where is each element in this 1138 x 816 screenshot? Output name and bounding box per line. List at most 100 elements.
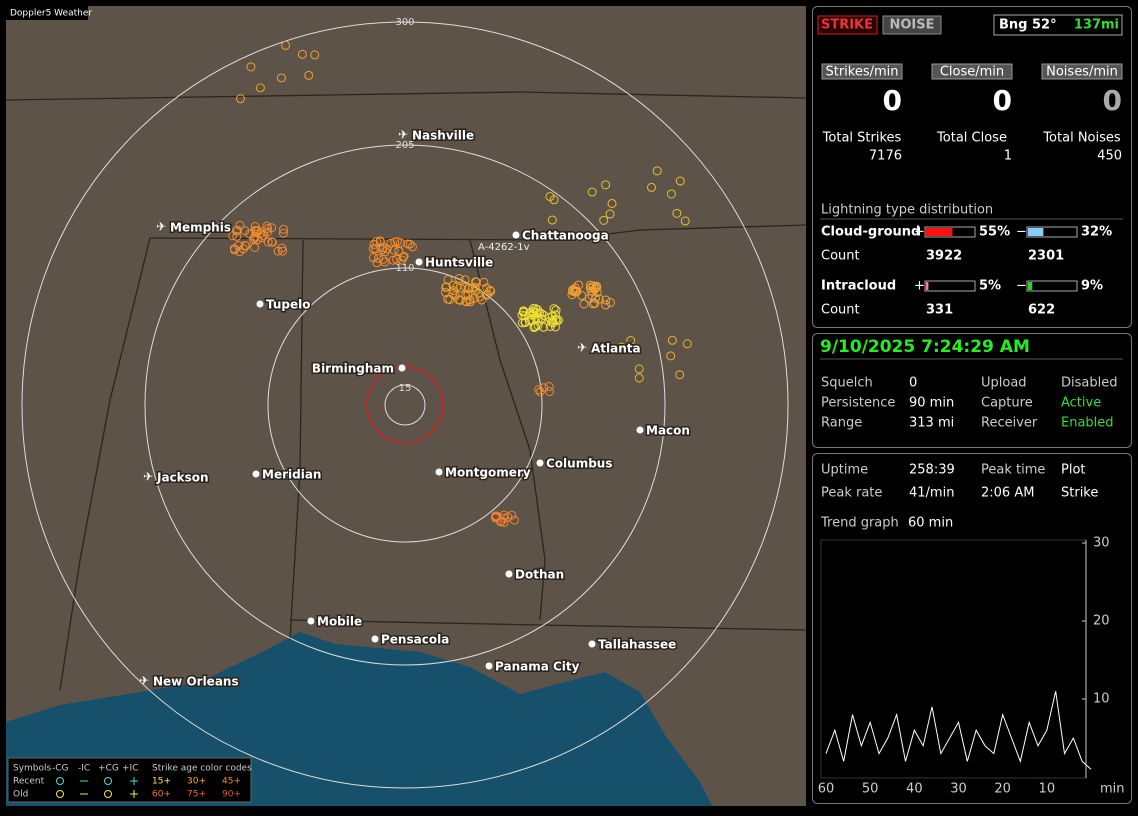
counter-label: Close/min	[940, 65, 1004, 80]
legend-text: Symbols	[13, 764, 52, 774]
stat: Plot	[1061, 463, 1086, 478]
percent-bar	[926, 228, 953, 236]
setting: Disabled	[1061, 376, 1117, 391]
stat: Peak time	[981, 463, 1045, 478]
strike-symbol	[551, 310, 561, 320]
strike-symbol	[259, 230, 269, 240]
strike-symbol	[388, 255, 398, 265]
strike-symbol	[587, 282, 597, 292]
strike-symbol	[535, 387, 545, 397]
strike-symbol	[499, 517, 509, 527]
stat: 258:39	[909, 463, 955, 478]
city-label: Mobile	[317, 615, 362, 629]
city-dot	[307, 617, 315, 625]
strike-symbol	[250, 231, 260, 241]
dist-title: Lightning type distribution	[821, 203, 993, 218]
airport-icon: ✈	[139, 674, 149, 688]
count: 331	[926, 303, 953, 318]
strike-button-label: STRIKE	[821, 18, 873, 33]
city-label: New Orleans	[153, 675, 239, 689]
strike-symbol	[403, 239, 413, 249]
legend-text: +CG	[98, 764, 119, 774]
strike-symbol	[228, 231, 238, 241]
strike-symbol	[267, 237, 277, 247]
city-dot	[588, 640, 596, 648]
strike-symbol	[605, 209, 615, 219]
strike-symbol	[368, 244, 378, 254]
counter-label-box	[1041, 63, 1123, 80]
strike-symbol	[634, 364, 644, 374]
strike-symbol	[263, 237, 273, 247]
counter-label-box	[821, 63, 903, 80]
strike-symbol	[380, 247, 390, 257]
strike-symbol	[539, 311, 549, 321]
strike-symbol	[368, 253, 378, 263]
strike-symbol	[491, 513, 501, 523]
strike-symbol	[531, 304, 541, 314]
strike-symbol	[469, 293, 479, 303]
legend-text: -IC	[78, 764, 90, 774]
strike-symbol	[456, 283, 466, 293]
strike-symbol	[547, 215, 557, 225]
strike-symbol	[517, 310, 527, 320]
strike-symbol	[534, 385, 544, 395]
strike-symbol	[235, 220, 245, 230]
total-value: 1	[1004, 149, 1012, 164]
x-tick-label: 40	[906, 782, 923, 797]
strike-symbol	[626, 336, 636, 346]
setting: Receiver	[981, 416, 1038, 431]
strike-symbol	[263, 223, 273, 233]
setting: Squelch	[821, 376, 873, 391]
total-value: 7176	[869, 149, 902, 164]
strike-symbol	[570, 283, 580, 293]
city-label: Meridian	[262, 468, 321, 482]
strike-symbol	[374, 253, 384, 263]
strike-symbol	[394, 246, 404, 256]
strike-symbol	[470, 282, 480, 292]
total-value: 450	[1097, 149, 1122, 164]
strike-symbol	[448, 289, 458, 299]
counter-label-box	[931, 63, 1013, 80]
city-label: Macon	[646, 424, 690, 438]
x-tick-label: 60	[818, 782, 835, 797]
city-dot	[536, 459, 544, 467]
setting: Enabled	[1061, 416, 1114, 431]
strike-symbol	[389, 245, 399, 255]
strike-symbol	[588, 299, 598, 309]
count-label: Count	[821, 249, 860, 264]
legend-text: -CG	[52, 764, 69, 774]
dist-label: Cloud-ground	[821, 225, 920, 240]
strike-symbol	[229, 245, 239, 255]
strike-symbol	[468, 282, 478, 292]
strike-symbol	[454, 274, 464, 284]
city-label: Tupelo	[266, 298, 311, 312]
strike-symbol	[371, 244, 381, 254]
city-dot	[505, 570, 513, 578]
strike-layer	[228, 40, 692, 527]
strike-symbol	[601, 180, 611, 190]
strike-symbol	[548, 315, 558, 325]
strike-symbol	[250, 242, 260, 252]
counter-label: Noises/min	[1046, 65, 1118, 80]
trend-line	[825, 691, 1092, 770]
strike-symbol	[441, 282, 451, 292]
bearing: Bng 52°	[999, 18, 1057, 33]
strike-symbol	[278, 246, 288, 256]
bar-track	[1026, 280, 1078, 292]
stat: 2:06 AM	[981, 486, 1034, 501]
x-unit: min	[1100, 782, 1125, 797]
strike-symbol	[571, 287, 581, 297]
strike-button[interactable]	[817, 15, 878, 35]
noise-button[interactable]	[882, 15, 942, 35]
distance: 137mi	[1074, 18, 1119, 33]
strike-symbol	[479, 277, 489, 287]
counter-value: 0	[883, 84, 902, 117]
city-label: Panama City	[495, 660, 580, 674]
sign: −	[1016, 279, 1027, 294]
legend-text: 30+	[187, 777, 206, 787]
strike-symbol	[278, 228, 288, 238]
range-label: 205	[395, 140, 414, 151]
strike-symbol	[255, 83, 265, 93]
settings-panel: 9/10/2025 7:24:29 AM Squelch 0 Upload Disab…	[812, 333, 1132, 448]
setting: 0	[909, 376, 917, 391]
